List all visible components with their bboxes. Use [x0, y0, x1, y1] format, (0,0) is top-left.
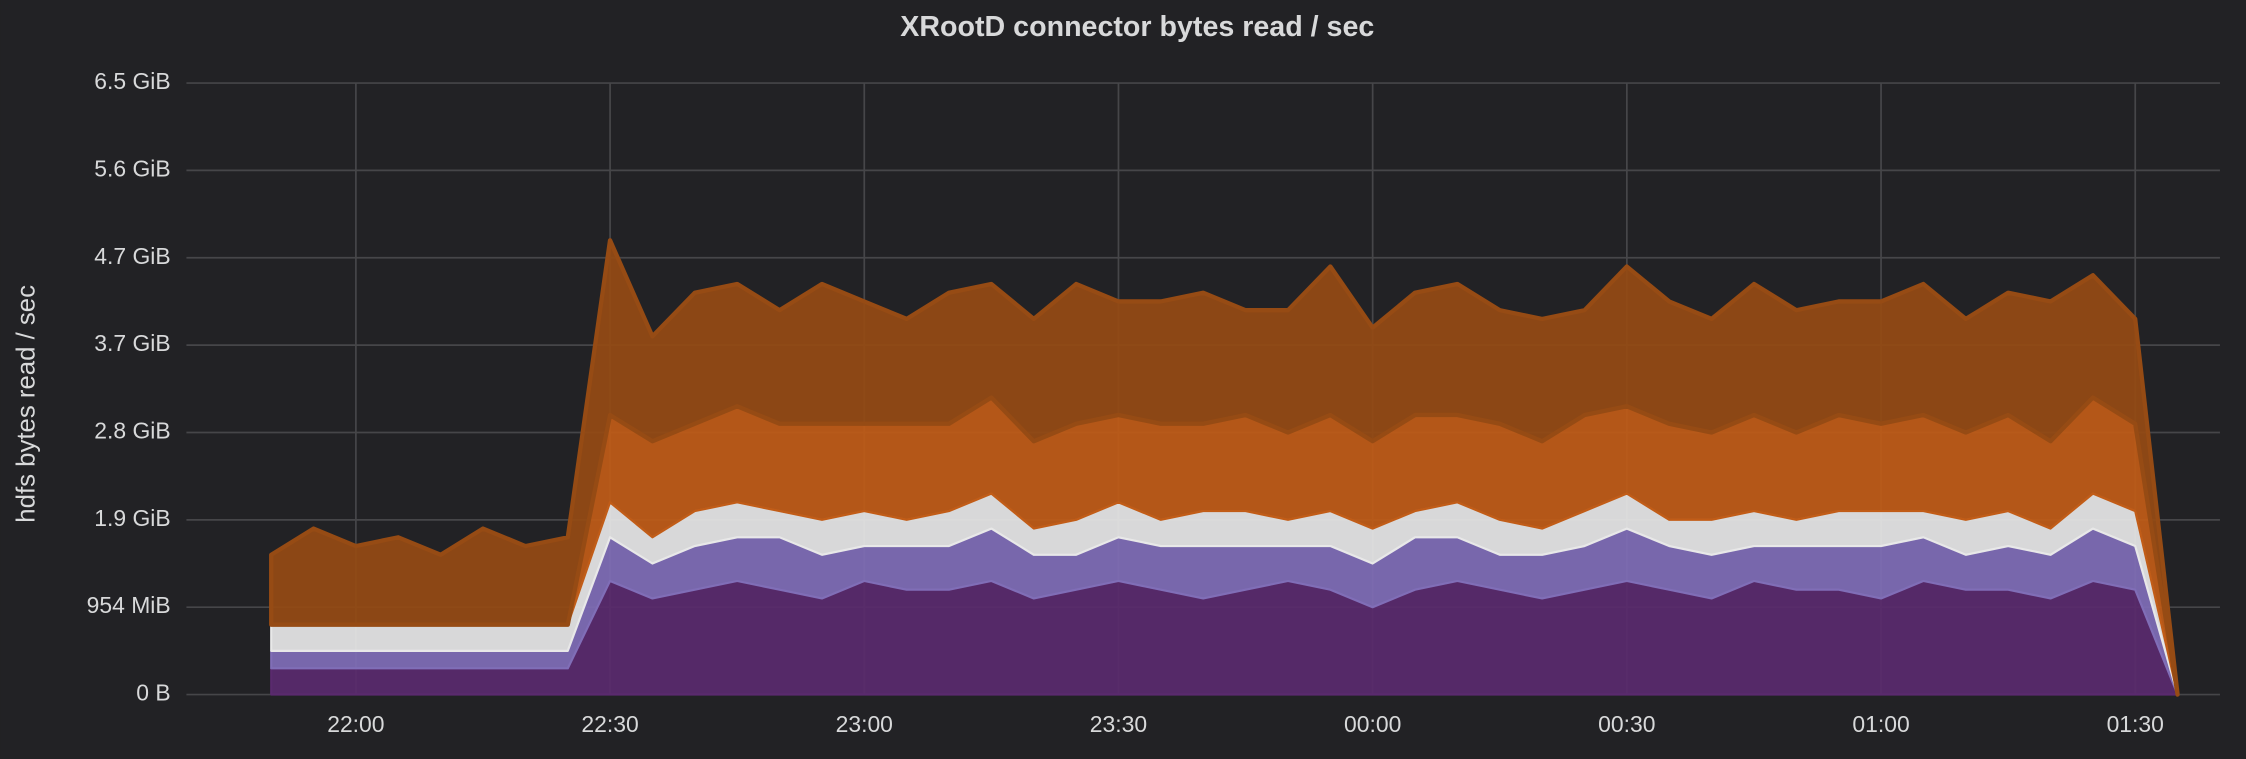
stacked-area [269, 238, 2180, 697]
x-tick-label: 00:30 [1598, 711, 1655, 737]
x-tick-label: 23:00 [836, 711, 893, 737]
x-tick-label: 01:30 [2107, 711, 2164, 737]
tick-labels: 0 B 954 MiB 1.9 GiB 2.8 GiB 3.7 GiB 4.7 GiB 5.… [87, 68, 2164, 737]
x-tick-label: 23:30 [1090, 711, 1147, 737]
y-tick-label: 0 B [136, 680, 170, 706]
x-tick-label: 01:00 [1852, 711, 1909, 737]
plot-area [269, 238, 2180, 697]
y-tick-label: 954 MiB [87, 592, 171, 618]
y-tick-label: 3.7 GiB [94, 330, 170, 356]
y-tick-label: 5.6 GiB [94, 155, 170, 181]
x-tick-label: 00:00 [1344, 711, 1401, 737]
y-tick-label: 2.8 GiB [94, 418, 170, 444]
y-axis-label: hdfs bytes read / sec [12, 285, 40, 523]
y-tick-label: 6.5 GiB [94, 68, 170, 94]
y-tick-label: 4.7 GiB [94, 243, 170, 269]
x-tick-label: 22:00 [327, 711, 384, 737]
y-tick-label: 1.9 GiB [94, 505, 170, 531]
x-tick-label: 22:30 [581, 711, 638, 737]
chart-title: XRootD connector bytes read / sec [900, 11, 1374, 43]
